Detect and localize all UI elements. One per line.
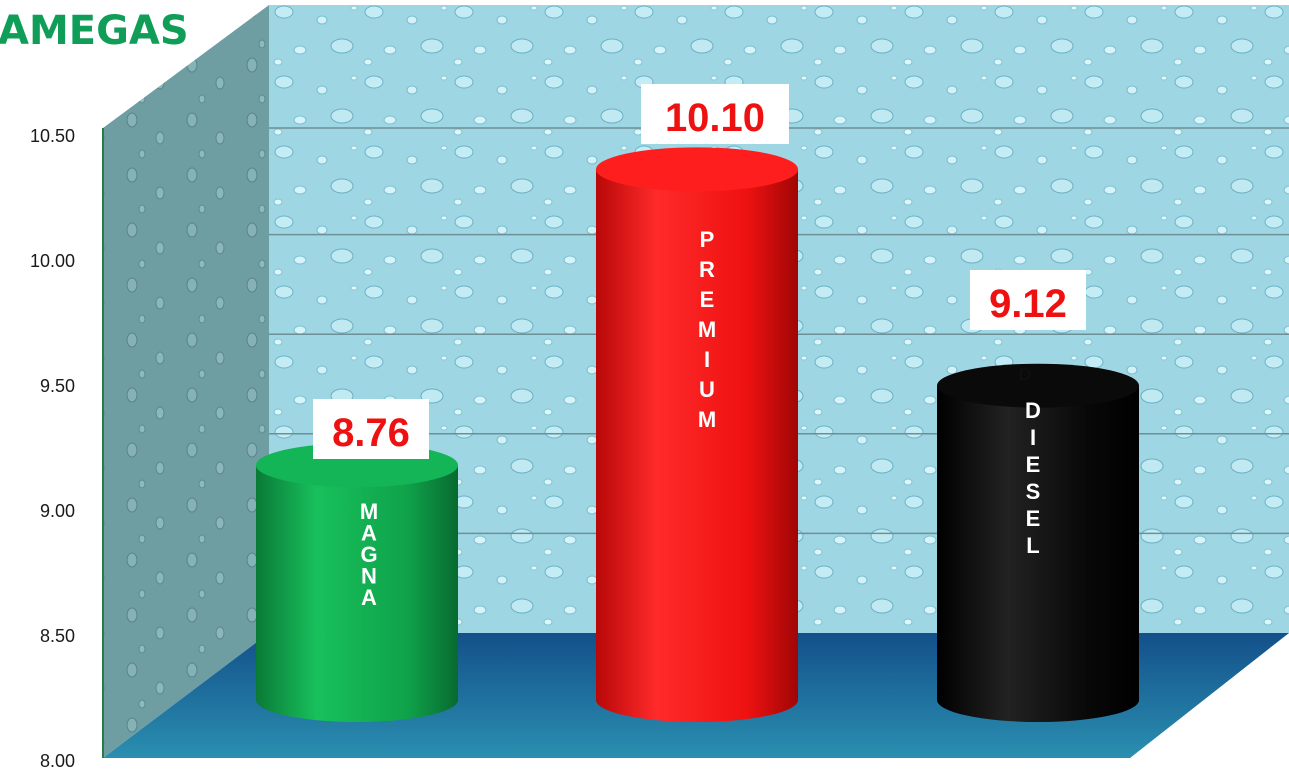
- data-label-box: [641, 84, 789, 144]
- bar-inner-letter: A: [361, 521, 377, 546]
- bar-inner-letter: A: [361, 585, 377, 610]
- bar-inner-letter: L: [1026, 533, 1039, 558]
- bar-inner-letter: E: [700, 287, 715, 312]
- y-tick-label: 8.00: [40, 751, 75, 771]
- bar-inner-letter: M: [360, 499, 378, 524]
- data-label: 10.10: [665, 96, 765, 140]
- extra-annotation: D: [1019, 365, 1031, 384]
- cylinder-body: [256, 465, 458, 722]
- bar-inner-letter: I: [1030, 425, 1036, 450]
- bar-inner-letter: M: [698, 407, 716, 432]
- bar-inner-letter: P: [700, 227, 715, 252]
- bar-inner-letter: I: [704, 347, 710, 372]
- bar-inner-letter: D: [1025, 398, 1041, 423]
- bar-inner-letter: N: [361, 564, 377, 589]
- cylinder-body: [596, 169, 798, 722]
- chart-side-wall: [103, 5, 269, 758]
- bar-inner-letter: R: [699, 257, 715, 282]
- bar-inner-letter: S: [1026, 479, 1041, 504]
- cylinder-top: [937, 363, 1139, 408]
- data-label-box: [970, 270, 1086, 330]
- bar-inner-letter: U: [699, 377, 715, 402]
- y-tick-label: 9.00: [40, 501, 75, 521]
- data-label: 8.76: [332, 411, 410, 455]
- bar-inner-letter: M: [698, 317, 716, 342]
- title-fragment: AMEGAS: [0, 8, 189, 54]
- y-tick-label: 8.50: [40, 626, 75, 646]
- data-label-box: [313, 399, 429, 459]
- bar-inner-letter: E: [1026, 506, 1041, 531]
- cylinder-top: [596, 147, 798, 192]
- bar-inner-letter: E: [1026, 452, 1041, 477]
- y-tick-label: 10.00: [30, 251, 75, 271]
- y-tick-label: 9.50: [40, 376, 75, 396]
- data-label: 9.12: [989, 282, 1067, 326]
- bar-inner-letter: G: [360, 542, 377, 567]
- y-axis-ticks: 8.00 8.50 9.00 9.50 10.00 10.50: [30, 126, 75, 771]
- y-tick-label: 10.50: [30, 126, 75, 146]
- cylinder-body: [937, 385, 1139, 722]
